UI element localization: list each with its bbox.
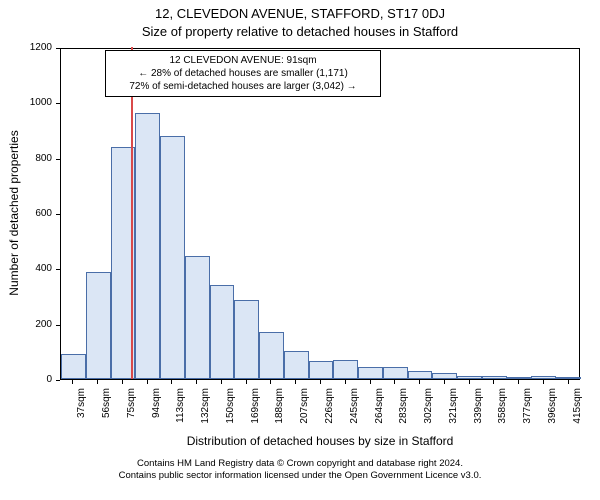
x-tick-mark	[97, 380, 98, 384]
footer-attribution: Contains HM Land Registry data © Crown c…	[0, 458, 600, 483]
x-tick-mark	[469, 380, 470, 384]
x-tick-label: 56sqm	[101, 388, 112, 438]
infobox-line-1: 12 CLEVEDON AVENUE: 91sqm	[112, 54, 374, 67]
x-tick-mark	[394, 380, 395, 384]
y-tick-mark	[56, 269, 60, 270]
x-tick-mark	[72, 380, 73, 384]
page-title: 12, CLEVEDON AVENUE, STAFFORD, ST17 0DJ	[0, 6, 600, 21]
x-tick-mark	[196, 380, 197, 384]
x-tick-mark	[320, 380, 321, 384]
x-tick-label: 37sqm	[76, 388, 87, 438]
histogram-bar	[383, 367, 408, 379]
histogram-bar	[86, 272, 111, 379]
x-tick-mark	[543, 380, 544, 384]
x-tick-mark	[568, 380, 569, 384]
x-tick-label: 377sqm	[522, 388, 533, 438]
x-tick-mark	[171, 380, 172, 384]
histogram-bar	[135, 113, 160, 379]
y-axis-label: Number of detached properties	[7, 113, 21, 313]
y-tick-mark	[56, 380, 60, 381]
x-tick-label: 245sqm	[349, 388, 360, 438]
x-tick-mark	[493, 380, 494, 384]
histogram-plot	[60, 48, 580, 380]
x-tick-label: 396sqm	[547, 388, 558, 438]
y-tick-mark	[56, 159, 60, 160]
x-tick-label: 132sqm	[200, 388, 211, 438]
x-tick-mark	[419, 380, 420, 384]
y-tick-mark	[56, 325, 60, 326]
x-tick-label: 94sqm	[151, 388, 162, 438]
histogram-bar	[531, 376, 556, 379]
x-tick-label: 415sqm	[572, 388, 583, 438]
x-tick-mark	[345, 380, 346, 384]
footer-line-1: Contains HM Land Registry data © Crown c…	[0, 458, 600, 470]
x-tick-label: 75sqm	[126, 388, 137, 438]
y-tick-mark	[56, 214, 60, 215]
x-tick-mark	[221, 380, 222, 384]
y-tick-label: 0	[22, 374, 52, 385]
histogram-bar	[61, 354, 86, 379]
x-tick-label: 207sqm	[299, 388, 310, 438]
property-info-box: 12 CLEVEDON AVENUE: 91sqm ← 28% of detac…	[105, 50, 381, 97]
histogram-bar	[333, 360, 358, 379]
x-tick-label: 150sqm	[225, 388, 236, 438]
histogram-bar	[556, 377, 581, 379]
x-tick-mark	[518, 380, 519, 384]
x-tick-mark	[444, 380, 445, 384]
histogram-bar	[284, 351, 309, 379]
y-tick-mark	[56, 103, 60, 104]
y-tick-label: 200	[22, 319, 52, 330]
x-tick-label: 302sqm	[423, 388, 434, 438]
x-tick-mark	[246, 380, 247, 384]
x-tick-mark	[295, 380, 296, 384]
chart-subtitle: Size of property relative to detached ho…	[0, 24, 600, 39]
histogram-bar	[358, 367, 383, 379]
x-tick-label: 188sqm	[274, 388, 285, 438]
x-tick-label: 283sqm	[398, 388, 409, 438]
histogram-bar	[259, 332, 284, 379]
histogram-bar	[185, 256, 210, 379]
y-tick-label: 600	[22, 208, 52, 219]
y-tick-label: 400	[22, 263, 52, 274]
x-tick-label: 226sqm	[324, 388, 335, 438]
histogram-bar	[210, 285, 235, 379]
x-tick-label: 113sqm	[175, 388, 186, 438]
footer-line-2: Contains public sector information licen…	[0, 470, 600, 482]
infobox-line-2: ← 28% of detached houses are smaller (1,…	[112, 67, 374, 80]
x-tick-mark	[147, 380, 148, 384]
x-tick-label: 264sqm	[374, 388, 385, 438]
x-tick-label: 169sqm	[250, 388, 261, 438]
y-tick-mark	[56, 48, 60, 49]
x-tick-label: 358sqm	[497, 388, 508, 438]
y-tick-label: 1200	[22, 42, 52, 53]
x-tick-mark	[122, 380, 123, 384]
histogram-bar	[309, 361, 334, 379]
x-tick-mark	[270, 380, 271, 384]
histogram-bar	[432, 373, 457, 379]
histogram-bar	[457, 376, 482, 379]
y-tick-label: 1000	[22, 97, 52, 108]
y-tick-label: 800	[22, 153, 52, 164]
x-tick-label: 321sqm	[448, 388, 459, 438]
x-tick-mark	[370, 380, 371, 384]
histogram-bar	[234, 300, 259, 379]
histogram-bar	[408, 371, 433, 379]
histogram-bar	[507, 377, 532, 379]
infobox-line-3: 72% of semi-detached houses are larger (…	[112, 80, 374, 93]
x-tick-label: 339sqm	[473, 388, 484, 438]
histogram-bar	[160, 136, 185, 379]
histogram-bar	[482, 376, 507, 379]
